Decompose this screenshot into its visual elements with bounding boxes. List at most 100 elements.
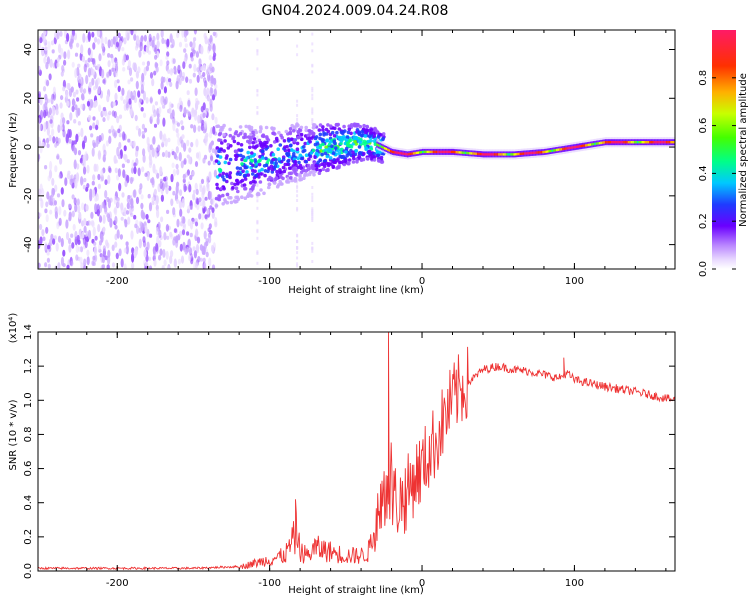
spectrogram-cell [320,162,324,166]
spectrogram-cell [113,155,117,164]
spectrogram-cell [636,141,640,144]
spectrogram-cell [592,142,595,146]
spectrogram-cell [312,123,317,128]
spectrogram-cell [39,223,43,231]
spectrogram-cell [585,144,588,147]
spectrogram-cell [56,221,60,230]
spectrogram-cell [107,39,111,49]
spectrogram-cell [594,142,597,146]
spectrogram-cell [122,54,126,64]
spectrogram-cell [659,141,662,144]
spectrogram-cell [143,34,147,42]
spectrogram-cell [153,70,157,76]
spectrogram-cell [650,141,653,144]
spectrogram-cell [117,154,122,160]
spectrogram-cell [77,204,81,214]
spectrogram-cell [75,172,80,182]
spectrogram-cell [376,153,381,158]
spectrogram-cell [328,148,333,152]
spectrogram-cell [193,37,197,42]
spectrogram-cell [293,179,298,183]
spectrogram-cell [417,151,420,154]
spectrogram-cell [38,65,41,73]
spectrogram-cell [87,57,91,63]
spectrogram-cell [219,186,224,191]
spectrogram-cell [68,211,72,221]
spectrogram-cell [59,102,63,109]
spectrogram-cell [289,137,294,141]
spectrogram-cell [175,163,179,170]
spectrogram-cell [431,150,434,154]
spectrogram-cell [64,177,68,187]
spectrogram-cell [151,147,155,158]
spectrogram-cell [79,84,83,93]
x-tick-label: 0 [419,578,425,589]
figure-title: GN04.2024.009.04.24.R08 [262,3,449,19]
spectrogram-cell [122,67,126,72]
spectrogram-cell [60,187,64,195]
spectrogram-cell [181,229,186,236]
spectrogram-cell [96,30,100,38]
spectrogram-cell [260,149,265,154]
spectrogram-cell [603,141,606,144]
spectrogram-cell [234,186,239,190]
spectrogram-ylabel: Frequency (Hz) [8,112,19,188]
spectrogram-cell [545,150,548,153]
spectrogram-cell [222,177,226,182]
spectrogram-cell [621,141,624,144]
spectrogram-cell [157,221,161,230]
spectrogram-cell [281,157,286,162]
spectrogram-cell [102,214,106,224]
spectrogram-cell [62,86,66,92]
spectrogram-cell [181,134,185,139]
spectrogram-cell [206,208,210,215]
spectrogram-cell [135,150,139,158]
spectrogram-cell [110,38,114,48]
spectrogram-cell [297,135,302,139]
spectrogram-cell [542,150,545,154]
spectrogram-cell [76,97,80,102]
spectrogram-cell [83,177,87,183]
spectrogram-cell [123,153,127,160]
spectrogram-cell [632,141,635,144]
spectrogram-cell [86,164,90,174]
spectrogram-cell [296,53,299,57]
spectrogram-cell [196,74,200,83]
spectrogram-cell [136,35,140,44]
spectrogram-cell [397,151,400,155]
spectrogram-cell [472,152,475,155]
spectrogram-cell [102,245,106,252]
spectrogram-cell [151,178,155,188]
spectrogram-cell [315,142,320,146]
spectrogram-cell [161,151,166,158]
spectrogram-cell [296,114,299,118]
spectrogram-cell [186,90,190,96]
spectrogram-cell [256,106,259,109]
spectrogram-cell [192,193,196,201]
spectrogram-cell [155,50,160,58]
spectrogram-cell [234,195,238,200]
spectrogram-cell [133,162,137,167]
spectrogram-cell [158,106,162,115]
spectrogram-cell [330,130,335,135]
spectrogram-cell [238,166,243,171]
spectrogram-cell [106,112,110,121]
spectrogram-cell [209,76,213,82]
spectrogram-cell [213,88,217,97]
spectrogram-cell [111,244,115,252]
spectrogram-cell [307,129,311,133]
spectrogram-cell [49,209,53,215]
spectrogram-cell [141,134,145,139]
spectrogram-cell [406,153,409,156]
spectrogram-cell [113,207,117,214]
spectrogram-cell [108,167,112,174]
spectrogram-cell [101,264,105,269]
spectrogram-cell [115,252,119,260]
snr-plot-area [38,332,675,571]
spectrogram-cell [41,141,45,148]
spectrogram-cell [432,150,435,154]
spectrogram-cell [209,191,213,200]
spectrogram-cell [108,110,112,116]
spectrogram-cell [94,196,98,202]
